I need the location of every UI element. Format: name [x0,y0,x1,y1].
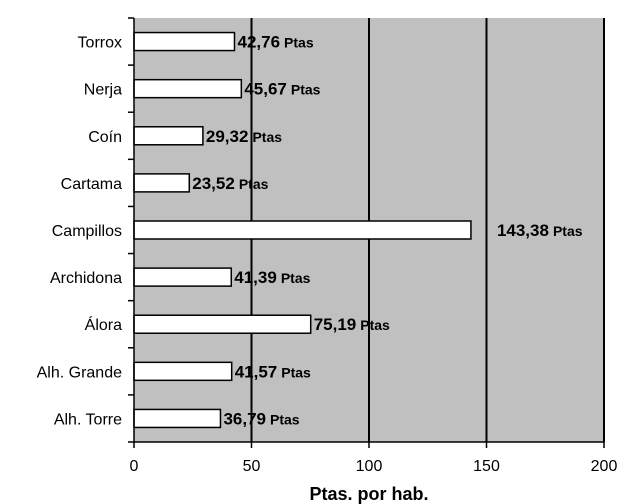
x-axis-ticks [133,442,605,448]
data-label-unit: Ptas [281,364,311,380]
category-label: Álora [85,315,122,334]
data-label: 41,57 Ptas [235,362,311,381]
data-label-unit: Ptas [281,270,311,286]
data-label-value: 41,57 [235,362,278,381]
x-tick-label: 150 [473,458,500,475]
x-tick-label: 100 [356,458,383,475]
category-label: Cartama [61,176,122,193]
bar [133,220,472,240]
data-label: 42,76 Ptas [237,33,313,52]
category-label: Alh. Grande [37,364,122,381]
data-label: 45,67 Ptas [244,80,320,99]
data-label: 23,52 Ptas [192,174,268,193]
data-label-value: 23,52 [192,174,235,193]
data-label-unit: Ptas [284,35,314,51]
bar [133,267,233,287]
y-axis-ticks [128,17,134,443]
x-axis-title: Ptas. por hab. [309,484,428,504]
bar [133,361,233,382]
data-label-unit: Ptas [239,176,269,192]
data-label-value: 42,76 [237,33,280,52]
data-label-value: 75,19 [314,315,357,334]
data-label-value: 36,79 [223,409,266,428]
data-label: 143,38 Ptas [497,221,583,240]
data-label-value: 29,32 [206,127,249,146]
x-tick-label: 200 [591,458,618,475]
bar [133,31,236,52]
category-label: Alh. Torre [54,411,122,428]
category-label: Nerja [84,82,122,99]
bar [133,314,312,334]
data-label-unit: Ptas [270,411,300,427]
category-label: Campillos [52,223,122,240]
bar [133,408,222,429]
x-axis-tick-labels: 0 50 100 150 200 [130,458,618,475]
data-label-unit: Ptas [553,223,583,239]
category-label: Coín [88,129,122,146]
data-label-unit: Ptas [252,129,282,145]
x-tick-label: 50 [243,458,261,475]
data-label: 75,19 Ptas [314,315,390,334]
data-label-unit: Ptas [360,317,390,333]
data-label: 36,79 Ptas [223,409,299,428]
data-label: 41,39 Ptas [234,268,310,287]
category-label: Torrox [78,35,122,52]
data-label-value: 143,38 [497,221,549,240]
data-label-unit: Ptas [291,82,321,98]
data-label-value: 45,67 [244,80,287,99]
x-tick-label: 0 [130,458,139,475]
bar [133,126,204,146]
y-axis-labels: Torrox Nerja Coín Cartama Campillos Archidona… [37,35,122,429]
bar [133,173,191,193]
bar [133,78,243,99]
bars [133,31,472,429]
data-label-value: 41,39 [234,268,277,287]
category-label: Archidona [50,270,122,287]
data-label: 29,32 Ptas [206,127,282,146]
